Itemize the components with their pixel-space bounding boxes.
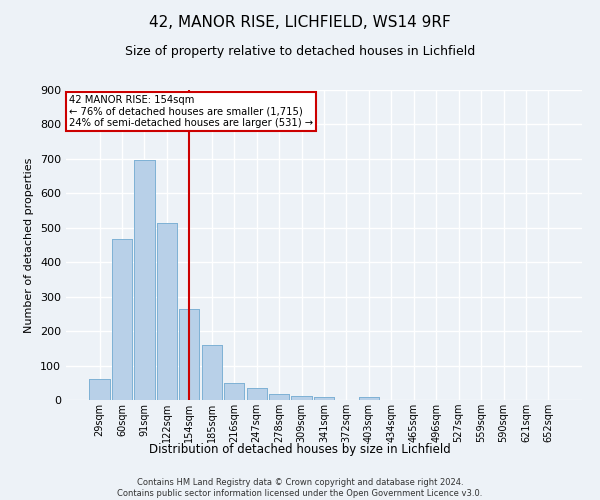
Bar — [224, 384, 244, 400]
Bar — [112, 239, 132, 400]
Bar — [247, 388, 267, 400]
Bar — [269, 394, 289, 400]
Bar — [292, 396, 311, 400]
Bar — [202, 345, 222, 400]
Bar — [247, 388, 267, 400]
Bar — [292, 396, 311, 400]
Bar — [359, 397, 379, 400]
Bar — [269, 394, 289, 400]
Bar — [179, 308, 199, 400]
Bar — [202, 345, 222, 400]
Bar — [224, 384, 244, 400]
Bar — [157, 222, 177, 400]
Bar — [89, 378, 110, 400]
Bar — [89, 378, 110, 400]
Bar — [314, 396, 334, 400]
Bar — [179, 308, 199, 400]
Text: 42 MANOR RISE: 154sqm
← 76% of detached houses are smaller (1,715)
24% of semi-d: 42 MANOR RISE: 154sqm ← 76% of detached … — [68, 94, 313, 128]
Text: Distribution of detached houses by size in Lichfield: Distribution of detached houses by size … — [149, 442, 451, 456]
Bar — [134, 160, 155, 400]
Text: Contains HM Land Registry data © Crown copyright and database right 2024.
Contai: Contains HM Land Registry data © Crown c… — [118, 478, 482, 498]
Text: Size of property relative to detached houses in Lichfield: Size of property relative to detached ho… — [125, 45, 475, 58]
Y-axis label: Number of detached properties: Number of detached properties — [25, 158, 34, 332]
Bar — [134, 160, 155, 400]
Bar — [314, 396, 334, 400]
Text: 42, MANOR RISE, LICHFIELD, WS14 9RF: 42, MANOR RISE, LICHFIELD, WS14 9RF — [149, 15, 451, 30]
Bar — [359, 397, 379, 400]
Bar — [157, 222, 177, 400]
Bar — [112, 239, 132, 400]
